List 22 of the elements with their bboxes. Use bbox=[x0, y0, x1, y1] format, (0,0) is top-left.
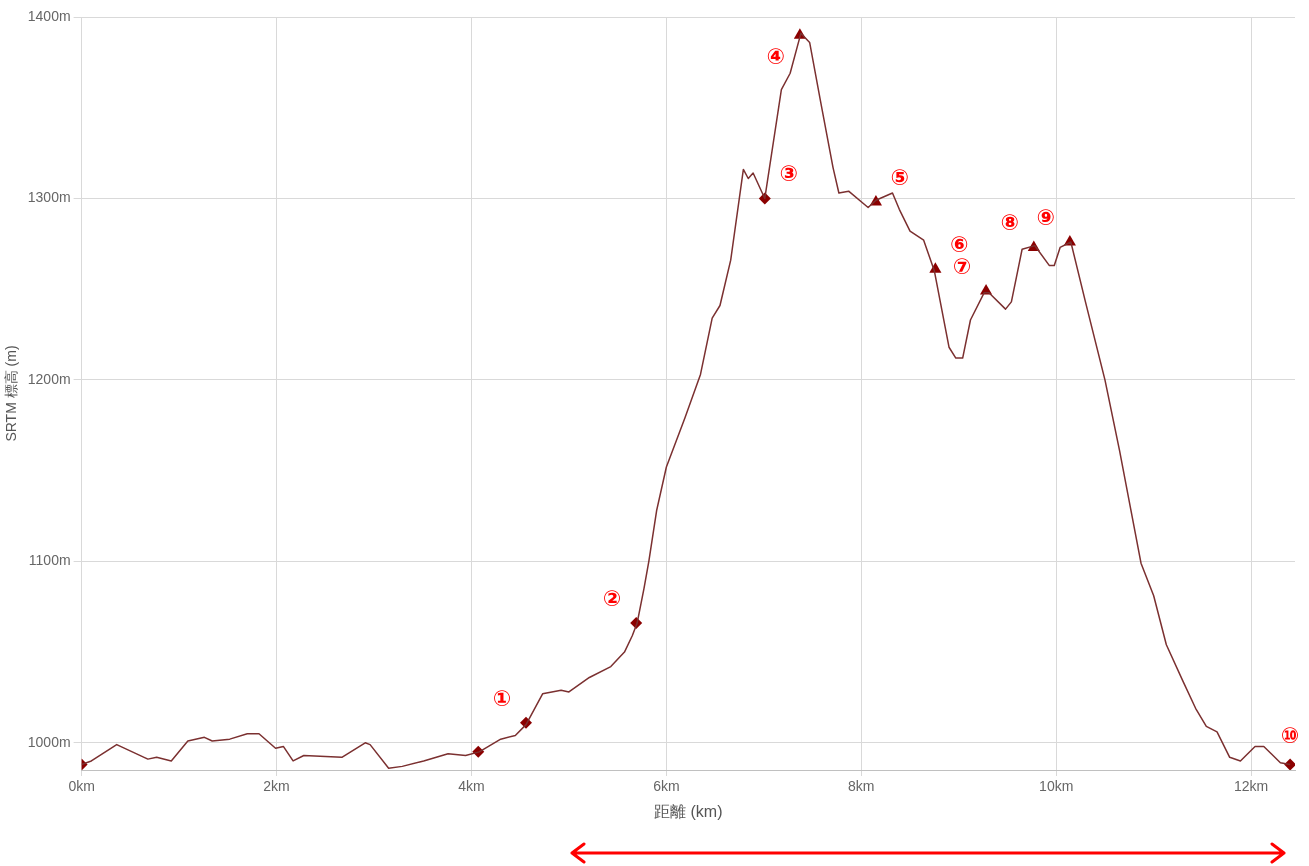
annotation: ⑤ bbox=[890, 164, 910, 190]
x-tick-label: 10km bbox=[1039, 778, 1074, 795]
annotation: ① bbox=[492, 685, 512, 711]
y-axis-title: SRTM 標高 (m) bbox=[3, 345, 20, 442]
annotation: ⑨ bbox=[1036, 204, 1056, 230]
y-tick-label: 1400m bbox=[27, 7, 71, 24]
x-tick-label: 8km bbox=[848, 778, 875, 795]
annotation: ⑩ bbox=[1280, 723, 1300, 749]
y-tick-label: 1300m bbox=[27, 189, 71, 206]
x-tick-label: 4km bbox=[458, 778, 485, 795]
annotation: ③ bbox=[779, 161, 799, 187]
annotation: ④ bbox=[766, 43, 786, 69]
x-tick-label: 0km bbox=[68, 778, 95, 795]
x-tick-label: 2km bbox=[263, 778, 290, 795]
y-tick-label: 1000m bbox=[27, 733, 71, 750]
x-axis-title: 距離 (km) bbox=[654, 802, 723, 820]
y-tick-label: 1100m bbox=[28, 552, 71, 569]
y-tick-label: 1200m bbox=[27, 370, 71, 387]
annotation: ⑧ bbox=[1000, 210, 1020, 236]
annotation: ② bbox=[602, 585, 622, 611]
x-tick-label: 6km bbox=[653, 778, 680, 795]
x-tick-label: 12km bbox=[1234, 778, 1269, 795]
